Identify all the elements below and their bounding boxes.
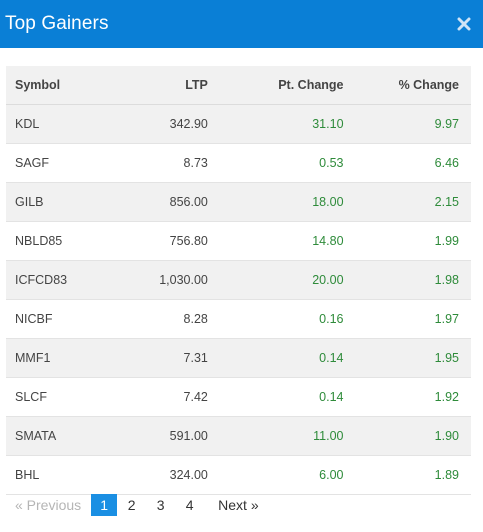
table-row[interactable]: GILB 856.00 18.00 2.15 — [6, 182, 471, 222]
column-header-pt-change[interactable]: Pt. Change — [207, 66, 344, 105]
table-row[interactable]: SMATA 591.00 11.00 1.90 — [6, 416, 471, 456]
page-3-link[interactable]: 3 — [156, 497, 165, 513]
cell-pt-change: 0.14 — [207, 377, 344, 417]
cell-ltp: 856.00 — [118, 182, 208, 222]
cell-ltp: 8.73 — [118, 143, 208, 183]
pagination: « Previous 1 2 3 4 Next » — [10, 494, 265, 516]
cell-pt-change: 0.53 — [207, 143, 344, 183]
page-1-link[interactable]: 1 — [91, 494, 118, 516]
cell-pt-change: 0.16 — [207, 299, 344, 339]
column-header-symbol[interactable]: Symbol — [6, 66, 119, 105]
cell-symbol: KDL — [6, 104, 119, 144]
cell-pct-change: 6.46 — [343, 143, 471, 183]
cell-pt-change: 6.00 — [207, 455, 344, 495]
previous-page-link[interactable]: « Previous — [15, 497, 82, 513]
cell-pt-change: 11.00 — [207, 416, 344, 456]
cell-ltp: 324.00 — [118, 455, 208, 495]
table-row[interactable]: NICBF 8.28 0.16 1.97 — [6, 299, 471, 339]
cell-symbol: BHL — [6, 455, 119, 495]
table-row[interactable]: SAGF 8.73 0.53 6.46 — [6, 143, 471, 183]
cell-symbol: NBLD85 — [6, 221, 119, 261]
cell-pt-change: 14.80 — [207, 221, 344, 261]
cell-symbol: SAGF — [6, 143, 119, 183]
table-row[interactable]: SLCF 7.42 0.14 1.92 — [6, 377, 471, 417]
column-header-pct-change[interactable]: % Change — [343, 66, 471, 105]
table-row[interactable]: ICFCD83 1,030.00 20.00 1.98 — [6, 260, 471, 300]
column-header-ltp[interactable]: LTP — [118, 66, 208, 105]
close-button[interactable] — [455, 15, 473, 33]
cell-symbol: MMF1 — [6, 338, 119, 378]
cell-symbol: SLCF — [6, 377, 119, 417]
cell-symbol: SMATA — [6, 416, 119, 456]
cell-symbol: GILB — [6, 182, 119, 222]
cell-pct-change: 1.98 — [343, 260, 471, 300]
gainers-table-wrapper: Symbol LTP Pt. Change % Change KDL 342.90… — [6, 66, 471, 495]
cell-pt-change: 0.14 — [207, 338, 344, 378]
cell-pct-change: 1.90 — [343, 416, 471, 456]
table-row[interactable]: BHL 324.00 6.00 1.89 — [6, 455, 471, 495]
cell-pt-change: 31.10 — [207, 104, 344, 144]
cell-ltp: 591.00 — [118, 416, 208, 456]
cell-pt-change: 20.00 — [207, 260, 344, 300]
cell-pct-change: 1.89 — [343, 455, 471, 495]
cell-pct-change: 2.15 — [343, 182, 471, 222]
cell-ltp: 7.31 — [118, 338, 208, 378]
cell-pt-change: 18.00 — [207, 182, 344, 222]
page-2-link[interactable]: 2 — [127, 497, 136, 513]
next-page-link[interactable]: Next » — [218, 497, 259, 513]
modal-title: Top Gainers — [5, 13, 109, 34]
cell-symbol: ICFCD83 — [6, 260, 119, 300]
table-row[interactable]: KDL 342.90 31.10 9.97 — [6, 104, 471, 144]
cell-symbol: NICBF — [6, 299, 119, 339]
close-icon — [457, 17, 471, 31]
table-row[interactable]: NBLD85 756.80 14.80 1.99 — [6, 221, 471, 261]
cell-pct-change: 1.95 — [343, 338, 471, 378]
cell-ltp: 8.28 — [118, 299, 208, 339]
cell-ltp: 7.42 — [118, 377, 208, 417]
table-row[interactable]: MMF1 7.31 0.14 1.95 — [6, 338, 471, 378]
cell-ltp: 1,030.00 — [118, 260, 208, 300]
page-4-link[interactable]: 4 — [185, 497, 194, 513]
cell-pct-change: 1.99 — [343, 221, 471, 261]
cell-ltp: 342.90 — [118, 104, 208, 144]
cell-pct-change: 1.97 — [343, 299, 471, 339]
modal-header: Top Gainers — [0, 0, 483, 48]
table-header-row: Symbol LTP Pt. Change % Change — [6, 66, 471, 105]
cell-pct-change: 9.97 — [343, 104, 471, 144]
gainers-table: Symbol LTP Pt. Change % Change KDL 342.90… — [6, 66, 471, 495]
cell-ltp: 756.80 — [118, 221, 208, 261]
cell-pct-change: 1.92 — [343, 377, 471, 417]
